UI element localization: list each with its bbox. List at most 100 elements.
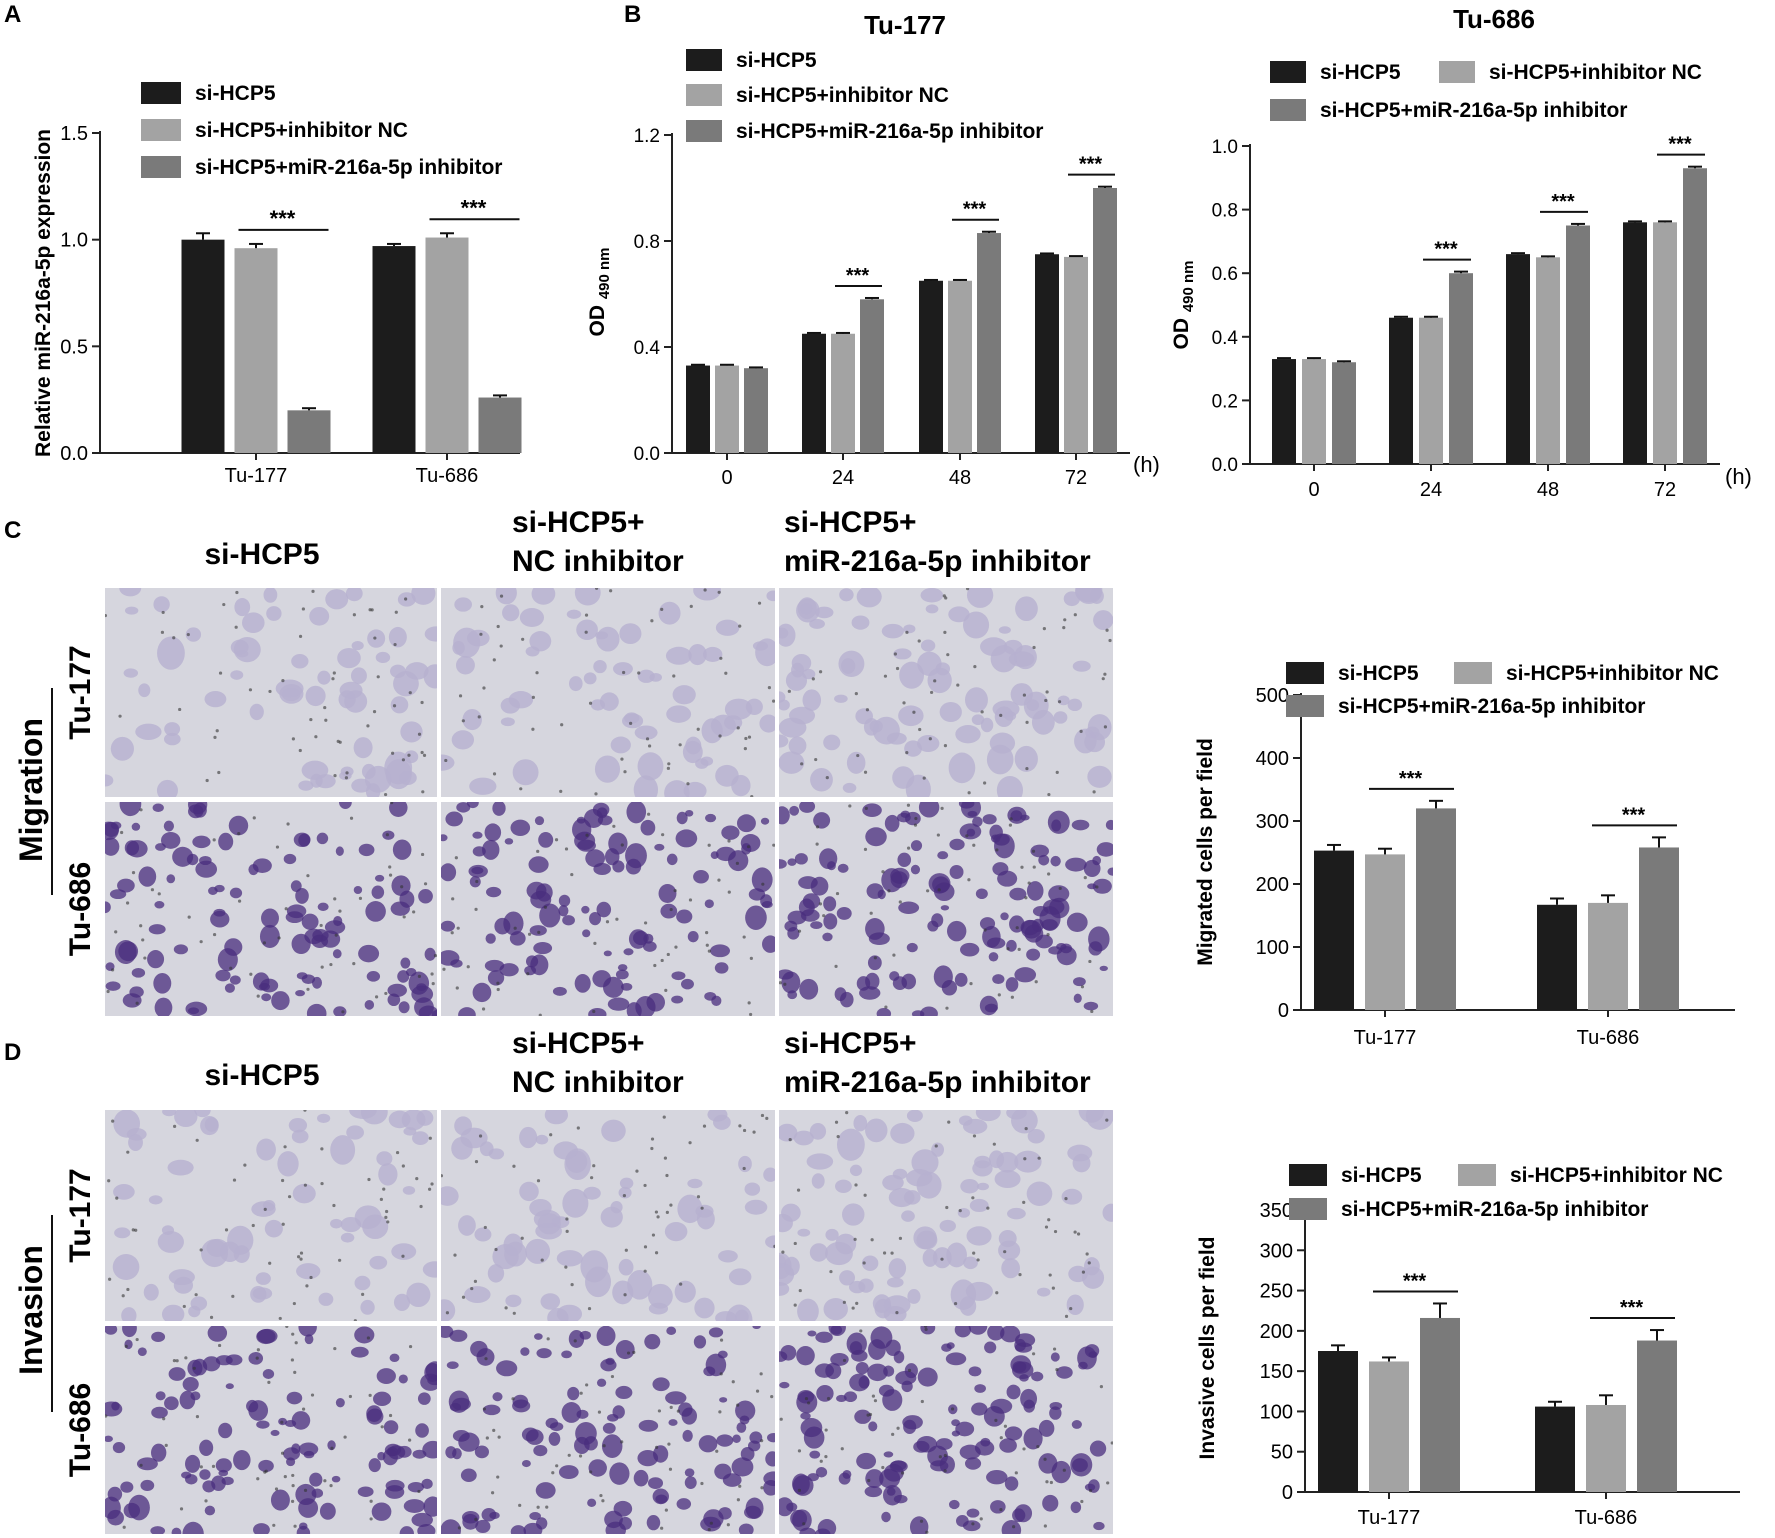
stained-cell [779,734,789,748]
stained-cell [256,1138,276,1161]
stained-cell [668,1419,678,1426]
stained-cell [665,646,692,665]
membrane-pore [999,1436,1003,1440]
membrane-pore [420,700,424,705]
stained-cell [855,708,873,725]
stained-cell [920,1006,938,1016]
membrane-pore [761,882,765,886]
membrane-pore [605,920,610,924]
legend-label: si-HCP5+miR-216a-5p inhibitor [1320,99,1627,122]
membrane-pore [333,897,337,901]
membrane-pore [707,949,711,953]
membrane-pore [969,982,973,986]
membrane-pore [1081,1270,1086,1274]
membrane-pore [388,873,393,877]
stained-cell [529,925,547,936]
membrane-pore [484,1357,488,1361]
stained-cell [1042,1494,1059,1512]
membrane-pore [483,1225,487,1230]
membrane-pore [105,613,108,618]
stained-cell [881,1511,891,1523]
membrane-pore [851,1306,855,1310]
membrane-pore [826,1396,831,1401]
membrane-pore [268,689,272,694]
stained-cell [512,1399,531,1413]
membrane-pore [286,822,290,826]
membrane-pore [455,986,459,990]
stained-cell [736,814,756,833]
membrane-pore [856,753,860,758]
stained-cell [948,752,976,784]
membrane-pore [343,1435,347,1439]
membrane-pore [496,987,500,992]
membrane-pore [135,1337,139,1342]
stained-cell [911,1149,939,1176]
stained-cell [634,725,658,740]
stained-cell [966,588,994,608]
membrane-pore [1047,792,1051,797]
stained-cell [779,969,794,980]
stained-cell [288,1117,308,1133]
membrane-pore [796,1188,801,1192]
stained-cell [548,1431,561,1446]
membrane-pore [412,910,416,914]
stained-cell [1023,1427,1043,1450]
membrane-pore [891,1432,895,1436]
membrane-pore [643,1183,647,1188]
micrograph-image [441,588,775,797]
stained-cell [971,714,985,726]
stained-cell [589,911,602,926]
membrane-pore [386,1220,390,1224]
stained-cell [687,1178,703,1189]
membrane-pore [330,1446,334,1450]
stained-cell [604,1510,623,1529]
stained-cell [1087,765,1112,788]
stained-cell [964,1457,982,1470]
column-header: si-HCP5+ [784,506,917,539]
significance-label: *** [270,206,296,231]
stained-cell [986,744,1014,775]
stained-cell [309,1472,323,1487]
stained-cell [714,1463,732,1480]
membrane-pore [824,1455,828,1459]
y-tick-label: 1.0 [1212,137,1238,158]
stained-cell [504,1241,527,1267]
stained-cell [261,993,272,1002]
stained-cell [403,1499,426,1513]
stained-cell [920,588,944,603]
membrane-pore [965,588,970,591]
membrane-pore [848,804,852,808]
stained-cell [558,905,569,917]
membrane-pore [555,1464,559,1468]
membrane-pore [422,753,427,757]
stained-cell [421,1478,433,1490]
membrane-pore [906,846,911,850]
legend-swatch [686,84,722,106]
membrane-pore [656,1215,660,1219]
y-tick-label: 0.0 [634,444,660,465]
micrograph-image [105,1110,437,1321]
stained-cell [949,838,965,851]
membrane-pore [338,1258,342,1262]
y-tick-label: 0.4 [1212,328,1239,349]
stained-cell [920,639,936,652]
membrane-pore [366,724,370,728]
membrane-pore [466,965,470,969]
membrane-pore [290,1358,294,1362]
stained-cell [854,1409,872,1424]
stained-cell [653,1445,669,1463]
stained-cell [451,1397,471,1411]
stained-cell [883,1295,911,1315]
membrane-pore [199,940,203,944]
stained-cell [215,969,231,982]
stained-cell [817,1519,837,1534]
membrane-pore [804,1396,809,1401]
stained-cell [253,1523,270,1534]
membrane-pore [845,1111,849,1115]
stained-cell [678,1402,693,1417]
stained-cell [140,1479,155,1492]
stained-cell [682,740,703,764]
stained-cell [701,718,723,744]
stained-cell [246,1399,259,1413]
significance-label: *** [1399,768,1423,790]
